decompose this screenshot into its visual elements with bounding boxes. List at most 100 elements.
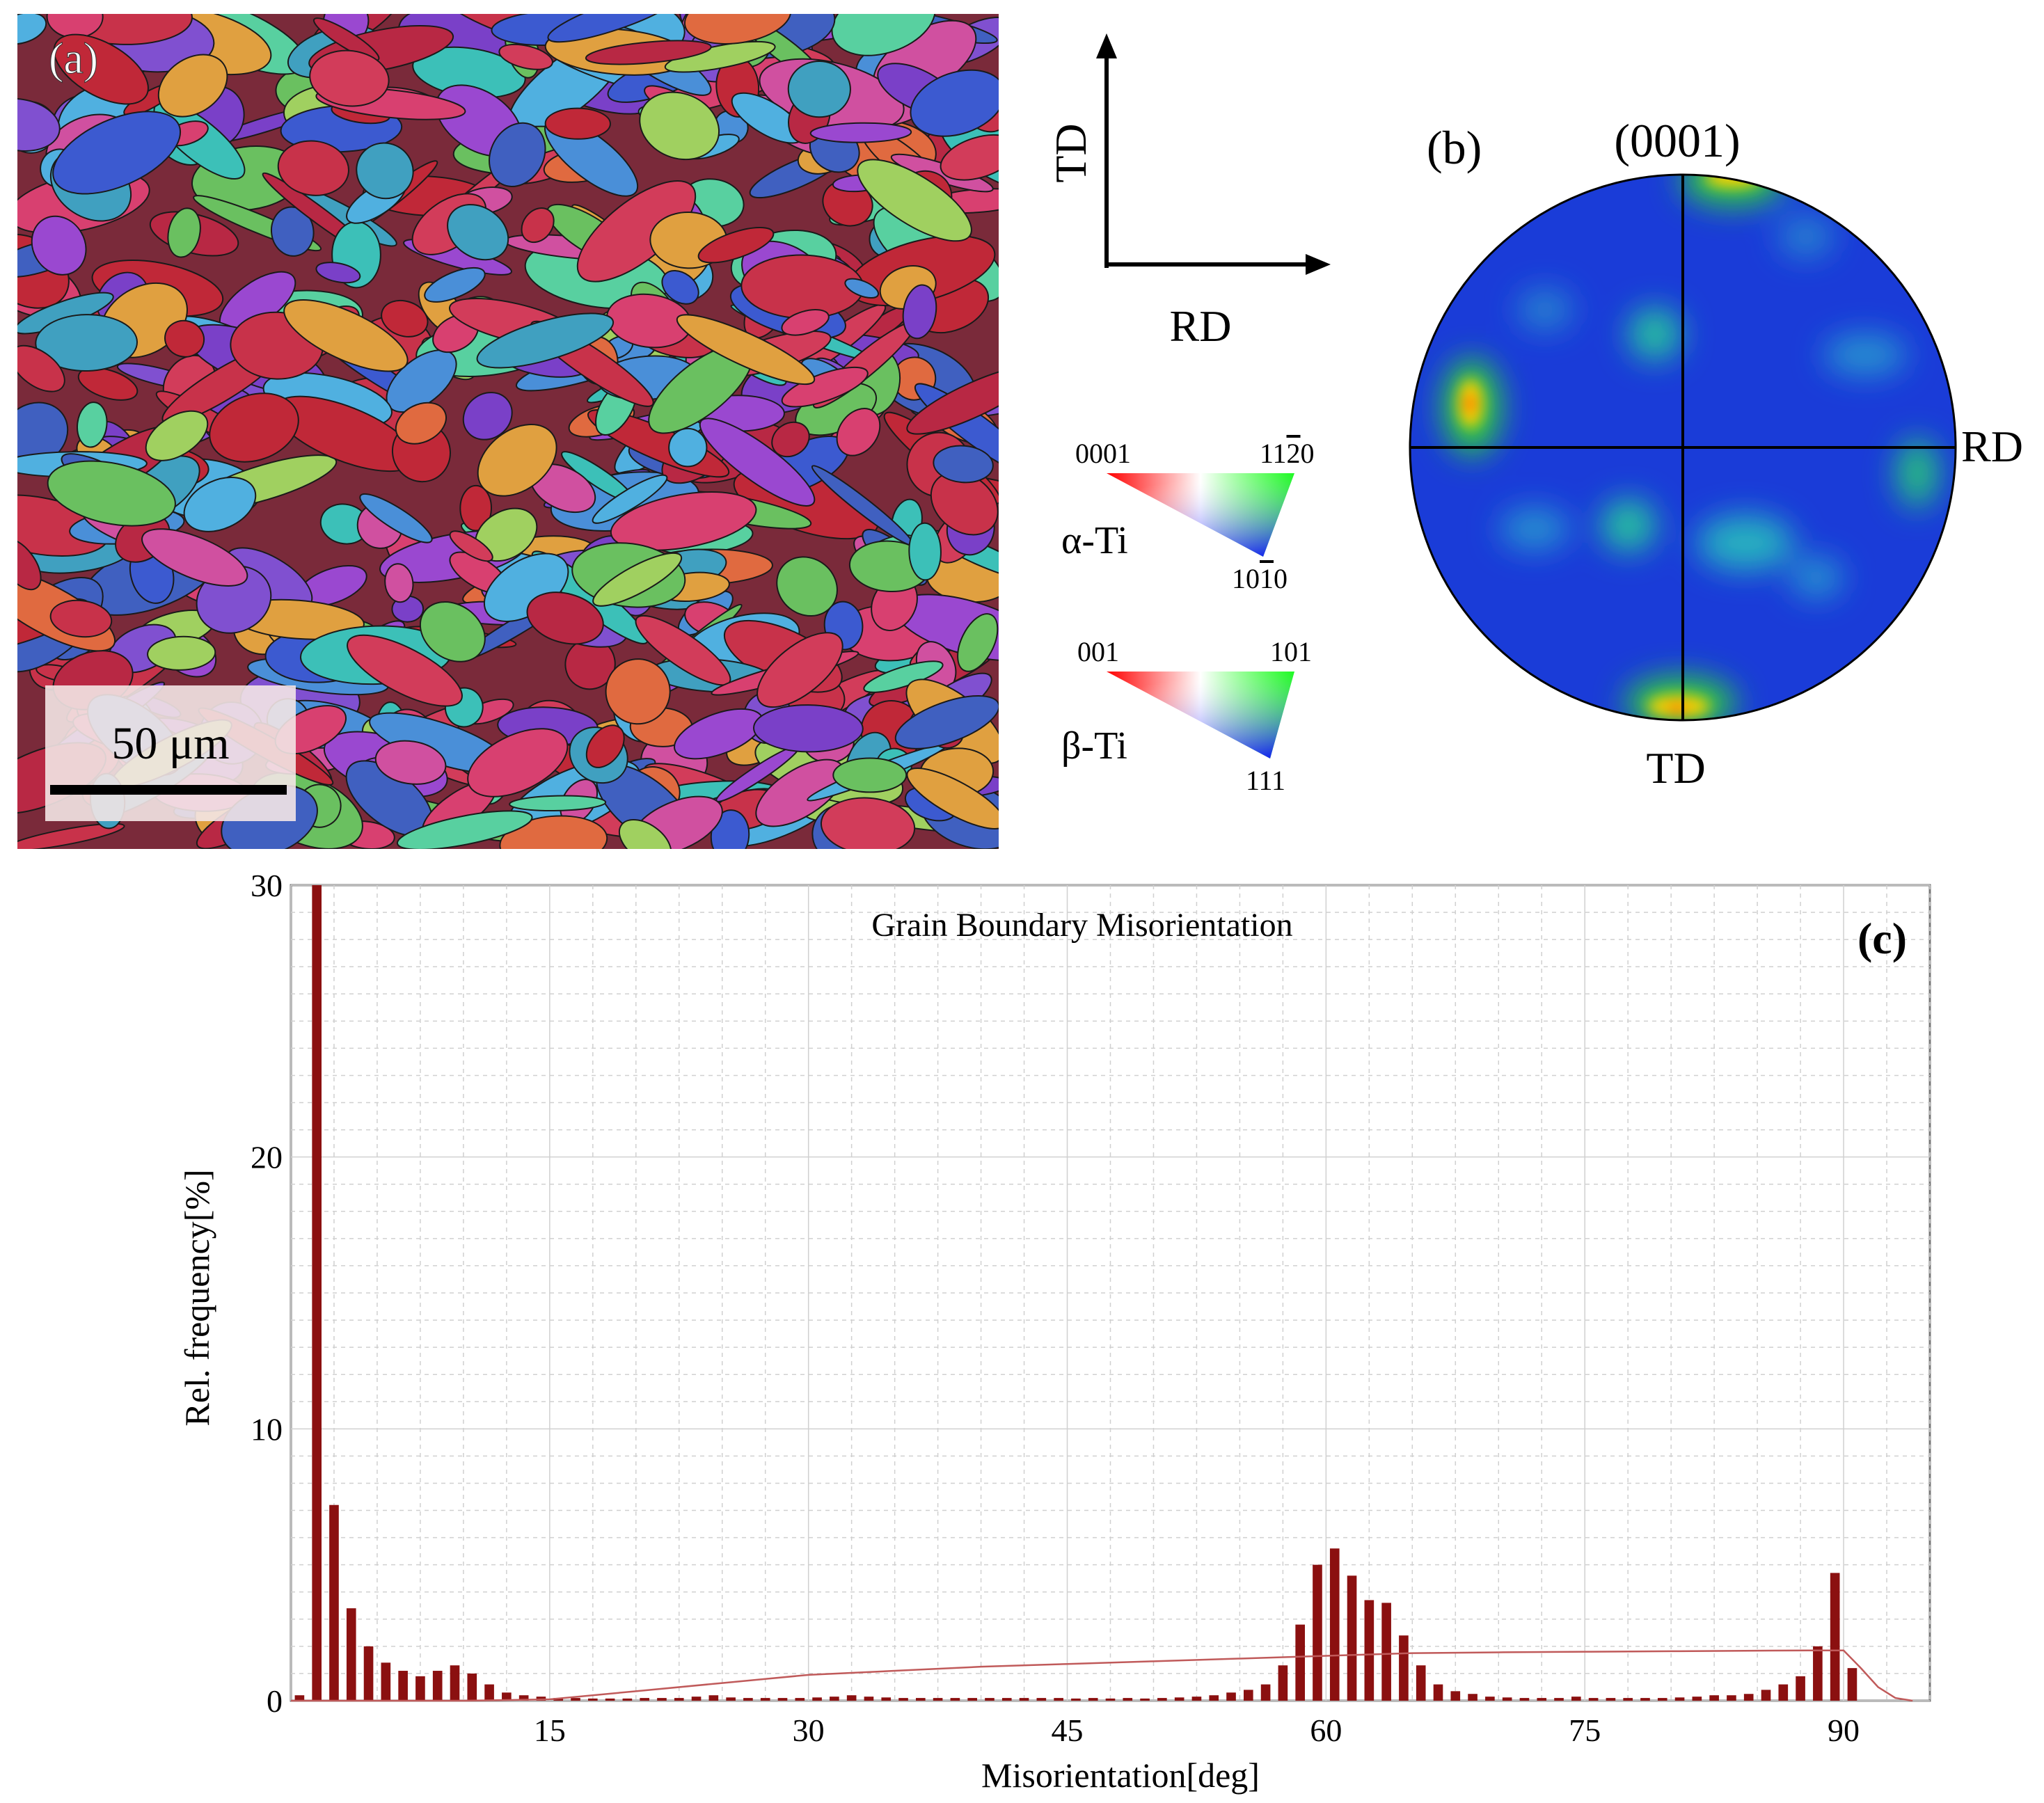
grain [395,402,447,445]
grain [53,33,149,105]
histogram-bar [691,1697,702,1701]
grain [894,694,999,749]
grain [145,410,209,461]
ebsd-map-panel: (a) 50 μm [17,14,999,849]
alpha-ti-label: α-Ti [1061,519,1128,562]
histogram-bar [1278,1665,1288,1701]
histogram-bar [1209,1695,1219,1701]
y-axis-title: Rel. frequency[%] [177,1169,216,1426]
histogram-bar [1071,1698,1081,1701]
grain [710,809,750,849]
x-tick-labels: 15 30 45 60 75 90 [534,1713,1860,1748]
grain [585,724,625,768]
grain [17,823,125,849]
histogram-bar [726,1697,736,1701]
histogram-bar [415,1676,425,1701]
grain [449,530,493,562]
grain [592,552,683,607]
grain [906,767,999,829]
grain [384,563,414,603]
grain [844,278,880,299]
histogram-bar [605,1698,615,1701]
grain [957,613,999,672]
grain [347,634,463,707]
grain [618,819,672,849]
grain [781,308,830,336]
histogram-bar [1123,1698,1133,1701]
histogram-bar [743,1698,753,1701]
histogram-bar [1329,1548,1340,1701]
pole-figure-td-label: TD [1646,743,1705,793]
grain [315,262,361,284]
grain [157,54,228,118]
grain [910,69,999,137]
histogram-bar [1019,1698,1029,1701]
beta-corner-001: 001 [1077,636,1119,667]
grain [17,537,42,591]
histogram-bar [432,1671,443,1701]
histogram-bar [622,1698,633,1701]
grain [820,797,916,849]
histogram-bar [933,1698,943,1701]
x-tick-label: 90 [1828,1713,1860,1748]
histogram-bar [1226,1692,1236,1701]
grain [857,159,972,242]
panel-b-label: (b) [1427,121,1482,174]
grain [902,284,937,340]
alpha-ti-ipf-legend: 0001 1120 1010 α-Ti [1061,438,1315,594]
grain [17,344,65,392]
histogram-bar [830,1697,839,1701]
grain [908,522,942,581]
histogram-bar [760,1698,770,1701]
histogram-bar [1157,1698,1167,1701]
histogram-bar [1381,1603,1391,1701]
ref-rd-label: RD [1170,301,1232,351]
grain [381,299,429,337]
grain [164,319,205,358]
grain [77,367,138,401]
grain [863,660,944,693]
grain [639,91,720,161]
histogram-bar [898,1698,908,1701]
histogram-bar [864,1697,874,1701]
histogram-bar [640,1698,650,1701]
histogram-bar [329,1504,339,1701]
grain [31,215,87,276]
grain [683,14,792,45]
histogram-bar [985,1698,995,1701]
histogram-bar [1174,1697,1185,1701]
x-tick-label: 60 [1310,1713,1342,1748]
grain [49,599,113,638]
histogram-bar [1692,1697,1702,1701]
y-tick-label: 30 [251,868,283,903]
grain [312,17,380,61]
grain [209,392,299,463]
grain [167,207,201,258]
grain [697,226,775,264]
ebsd-grain-mosaic [17,14,999,849]
grain [467,728,569,797]
histogram-bar [1416,1665,1426,1701]
histogram-bar [1088,1698,1098,1701]
grain [605,658,671,725]
histogram-bar [967,1698,978,1701]
x-tick-label: 45 [1052,1713,1084,1748]
histogram-bar [1537,1698,1547,1701]
grain [424,267,486,303]
grain [17,14,47,45]
histogram-bar [846,1695,857,1701]
histogram-bar [1001,1698,1012,1701]
y-tick-label: 20 [251,1140,283,1175]
y-tick-label: 10 [251,1411,283,1447]
histogram-bar [346,1608,356,1701]
grain [836,408,881,456]
grain [933,445,994,484]
histogram-bar [294,1695,305,1701]
panel-a-label: (a) [49,33,98,83]
grain [809,122,912,143]
histogram-bar [398,1671,408,1701]
grain [499,815,608,849]
histogram-bar [1606,1698,1616,1701]
random-distribution-curve [291,1649,1913,1702]
